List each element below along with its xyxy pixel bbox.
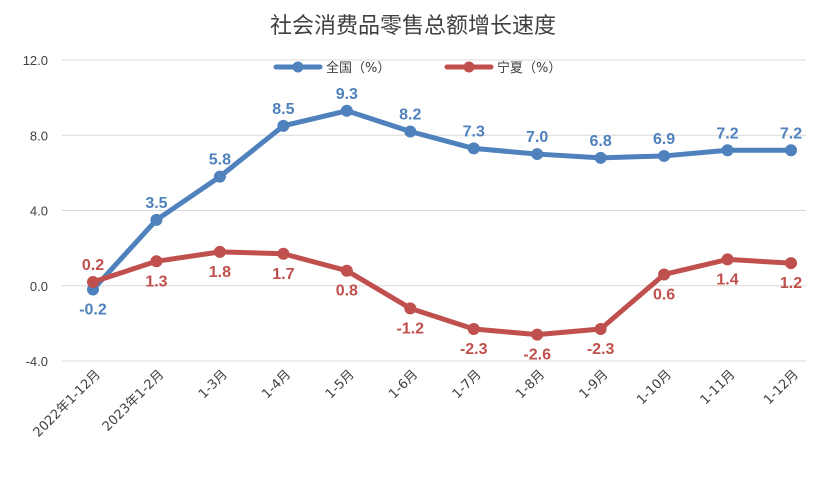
data-point xyxy=(467,323,480,336)
x-tick-label: 1-8月 xyxy=(513,367,548,402)
data-label: 1.7 xyxy=(272,266,294,283)
data-point xyxy=(340,264,353,277)
data-point xyxy=(467,142,480,155)
x-tick-label: 1-5月 xyxy=(323,367,358,402)
data-label: 1.4 xyxy=(716,271,738,288)
data-label: 6.8 xyxy=(590,133,612,150)
legend-label: 宁夏（%） xyxy=(497,60,561,76)
x-tick-label: 1-4月 xyxy=(259,367,294,402)
x-tick-label: 1-6月 xyxy=(386,367,421,402)
data-label: 0.6 xyxy=(653,286,675,303)
grid xyxy=(62,59,806,362)
data-point xyxy=(150,213,163,226)
data-point xyxy=(721,144,734,157)
y-tick-label: 0.0 xyxy=(30,279,48,294)
y-axis: 12.0 8.0 4.0 0.0 -4.0 xyxy=(23,53,48,369)
data-label: 7.0 xyxy=(526,129,548,146)
legend: 全国（%） 宁夏（%） xyxy=(273,60,561,76)
x-tick-label: 1-11月 xyxy=(698,367,739,408)
data-label: -2.6 xyxy=(523,347,551,364)
data-label: -2.3 xyxy=(587,341,615,358)
data-point xyxy=(404,302,417,315)
x-tick-label: 1-3月 xyxy=(196,367,231,402)
data-label: -1.2 xyxy=(396,320,424,337)
data-point xyxy=(87,275,99,288)
data-label: 1.3 xyxy=(145,273,167,290)
data-label: 3.5 xyxy=(145,195,167,212)
y-tick-label: 4.0 xyxy=(30,204,48,219)
data-point xyxy=(340,104,353,117)
data-point xyxy=(277,247,290,260)
x-tick-label: 2023年1-2月 xyxy=(100,367,167,434)
data-label: 9.3 xyxy=(336,86,358,103)
data-point xyxy=(531,328,544,341)
y-tick-label: 8.0 xyxy=(30,128,48,143)
data-label: -2.3 xyxy=(460,341,488,358)
data-point xyxy=(785,144,797,157)
data-point xyxy=(213,170,226,183)
y-tick-label: 12.0 xyxy=(23,53,48,68)
x-tick-label: 1-7月 xyxy=(450,367,485,402)
data-label: 0.2 xyxy=(82,257,104,274)
data-label: 8.2 xyxy=(399,106,421,123)
x-tick-label: 2022年1-12月 xyxy=(31,367,104,440)
data-label: 7.3 xyxy=(463,123,485,140)
data-label: 7.2 xyxy=(716,125,738,142)
data-label: 6.9 xyxy=(653,131,675,148)
x-tick-label: 1-9月 xyxy=(577,367,612,402)
legend-label: 全国（%） xyxy=(326,60,390,76)
data-label: 0.8 xyxy=(336,283,358,300)
legend-marker xyxy=(292,61,304,73)
x-tick-label: 1-12月 xyxy=(761,367,802,408)
data-label: -0.2 xyxy=(79,302,107,319)
data-point xyxy=(213,245,226,258)
data-point xyxy=(721,253,734,266)
data-point xyxy=(594,151,607,164)
data-point xyxy=(658,268,671,281)
data-point xyxy=(658,149,671,162)
data-label: 5.8 xyxy=(209,152,231,169)
data-label: 1.2 xyxy=(780,275,802,292)
data-labels: -0.2 3.5 5.8 8.5 9.3 8.2 7.3 7.0 6.8 6.9 7.2 7.2 0.2… xyxy=(79,86,802,364)
data-label: 1.8 xyxy=(209,264,231,281)
data-point xyxy=(785,257,797,270)
series xyxy=(87,104,797,341)
legend-marker xyxy=(463,61,475,73)
x-tick-label: 1-10月 xyxy=(634,367,675,408)
data-point xyxy=(594,323,607,336)
series-line xyxy=(90,249,794,338)
y-tick-label: -4.0 xyxy=(26,354,48,369)
series-line xyxy=(90,108,794,293)
chart-title: 社会消费品零售总额增长速度 xyxy=(270,14,556,39)
data-point xyxy=(277,119,290,132)
data-point xyxy=(404,125,417,138)
data-label: 8.5 xyxy=(272,101,294,118)
data-point xyxy=(150,255,163,268)
data-point xyxy=(531,148,544,161)
data-label: 7.2 xyxy=(780,125,802,142)
